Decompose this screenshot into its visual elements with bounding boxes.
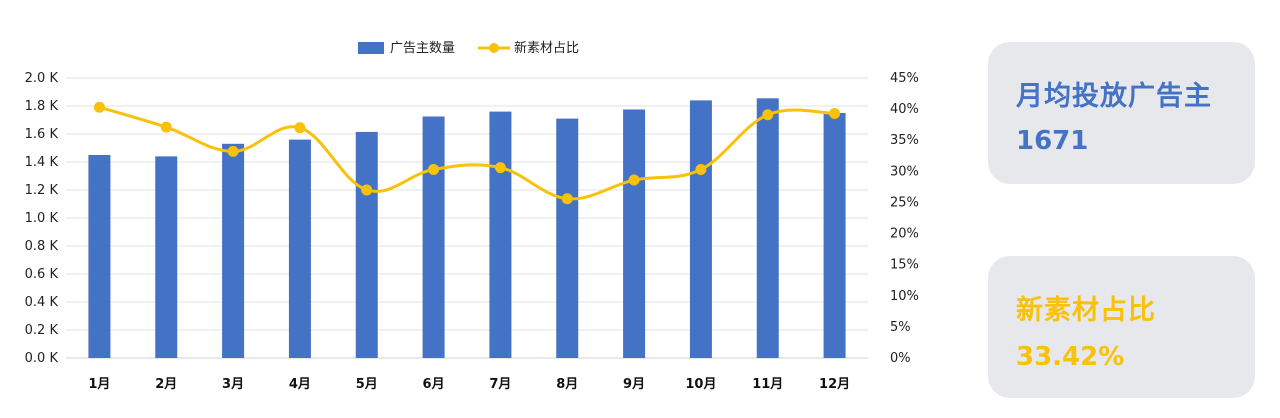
x-tick-label: 5月 <box>356 377 378 392</box>
x-tick-label: 3月 <box>222 377 244 392</box>
legend-line-label: 新素材占比 <box>514 40 579 56</box>
card-advertisers: 月均投放广告主 1671 <box>988 42 1255 184</box>
line-point <box>494 162 506 174</box>
x-tick-label: 7月 <box>489 377 511 392</box>
x-tick-label: 9月 <box>623 377 645 392</box>
line-point <box>561 193 573 205</box>
left-axis-ticks: 0.0 K 0.2 K 0.4 K 0.6 K 0.8 K 1.0 K 1.2 K 1.4 K… <box>25 71 59 366</box>
line-path <box>98 105 835 201</box>
left-tick-label: 1.6 K <box>25 127 59 142</box>
line-point <box>160 121 172 133</box>
line-point <box>428 163 440 175</box>
right-tick-label: 15% <box>890 258 919 273</box>
card-new-material-title: 新素材占比 <box>1016 295 1156 326</box>
line-point <box>628 174 640 186</box>
bar <box>88 155 111 358</box>
left-tick-label: 1.0 K <box>25 211 59 226</box>
x-tick-label: 4月 <box>289 377 311 392</box>
line-series <box>93 101 841 205</box>
line-point <box>93 101 105 113</box>
bar <box>422 116 445 358</box>
bar <box>489 111 512 358</box>
card-new-material-value: 33.42% <box>1016 342 1125 372</box>
right-tick-label: 20% <box>890 227 919 242</box>
left-tick-label: 0.0 K <box>25 351 59 366</box>
bar <box>556 118 579 358</box>
x-tick-label: 8月 <box>556 377 578 392</box>
right-tick-label: 5% <box>890 320 911 335</box>
line-point <box>361 184 373 196</box>
bar <box>756 98 779 359</box>
line-point <box>762 109 774 121</box>
right-axis-ticks: 0% 5% 10% 15% 20% 25% 30% 35% 40% 45% <box>890 71 919 366</box>
right-tick-label: 45% <box>890 71 919 86</box>
x-tick-label: 6月 <box>423 377 445 392</box>
legend-bar-label: 广告主数量 <box>390 41 455 56</box>
x-tick-label: 1月 <box>88 377 110 392</box>
bar <box>823 113 846 358</box>
left-tick-label: 0.8 K <box>25 239 59 254</box>
legend-bar-swatch <box>358 42 384 54</box>
left-tick-label: 0.4 K <box>25 295 59 310</box>
legend: 广告主数量 新素材占比 <box>358 40 579 56</box>
left-tick-label: 1.8 K <box>25 99 59 114</box>
x-axis-ticks: 1月 2月 3月 4月 5月 6月 7月 8月 9月 10月 11月 12月 <box>88 377 850 392</box>
right-tick-label: 40% <box>890 102 919 117</box>
card-new-material: 新素材占比 33.42% <box>988 256 1255 398</box>
left-tick-label: 1.4 K <box>25 155 59 170</box>
bar <box>623 109 646 358</box>
right-tick-label: 10% <box>890 289 919 304</box>
left-tick-label: 0.2 K <box>25 323 59 338</box>
bar <box>222 143 245 358</box>
right-tick-label: 30% <box>890 164 919 179</box>
line-point <box>294 122 306 134</box>
bar <box>288 139 311 358</box>
line-point <box>695 163 707 175</box>
x-tick-label: 12月 <box>819 377 850 392</box>
bar-series <box>88 98 846 359</box>
bar <box>155 156 178 358</box>
right-tick-label: 25% <box>890 195 919 210</box>
left-tick-label: 1.2 K <box>25 183 59 198</box>
x-tick-label: 10月 <box>685 377 716 392</box>
x-tick-label: 11月 <box>752 377 783 392</box>
left-tick-label: 2.0 K <box>25 71 59 86</box>
right-tick-label: 0% <box>890 351 911 366</box>
combo-chart: 0.0 K 0.2 K 0.4 K 0.6 K 0.8 K 1.0 K 1.2 K 1.4 K… <box>25 40 919 392</box>
right-tick-label: 35% <box>890 133 919 148</box>
line-point <box>829 107 841 119</box>
line-point <box>227 145 239 157</box>
bar <box>689 100 712 359</box>
legend-line-marker <box>489 43 499 53</box>
card-advertisers-value: 1671 <box>1016 126 1089 156</box>
left-tick-label: 0.6 K <box>25 267 59 282</box>
bar <box>355 131 378 358</box>
card-advertisers-title: 月均投放广告主 <box>1016 81 1212 112</box>
x-tick-label: 2月 <box>155 377 177 392</box>
gridlines <box>66 77 868 359</box>
